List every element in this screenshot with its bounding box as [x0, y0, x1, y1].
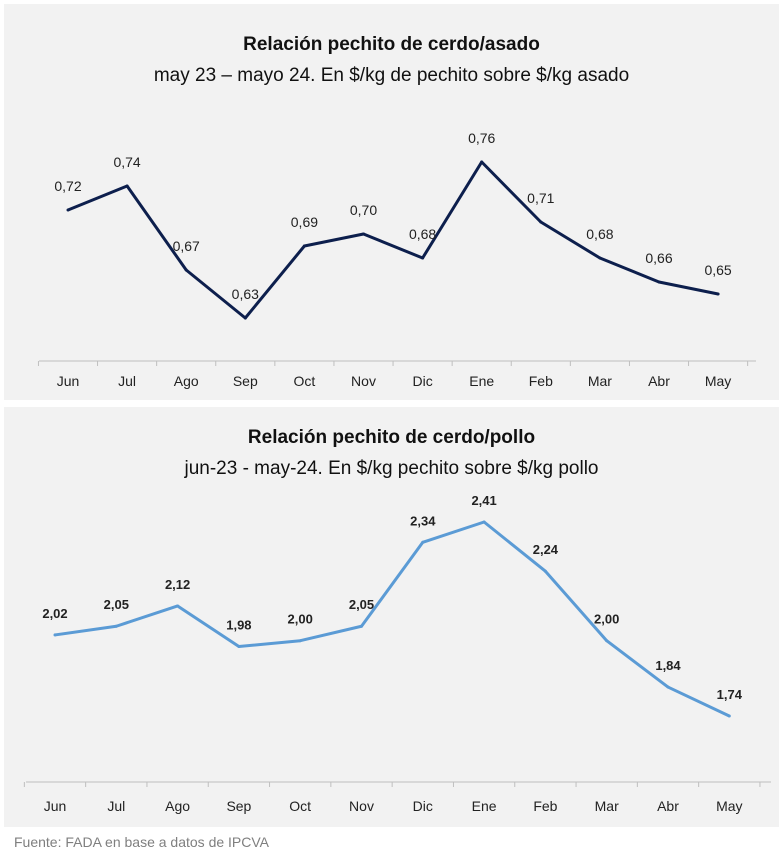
- data-point: [657, 280, 661, 284]
- data-point: [53, 633, 57, 637]
- data-point: [421, 256, 425, 260]
- data-label: 0,68: [409, 226, 436, 242]
- data-point: [598, 256, 602, 260]
- data-label: 2,00: [288, 612, 313, 627]
- x-tick-label: Ene: [469, 373, 494, 389]
- x-tick-label: Abr: [657, 798, 679, 814]
- data-label: 0,69: [291, 214, 318, 230]
- data-point: [302, 244, 306, 248]
- x-tick-label: Ago: [174, 373, 199, 389]
- data-label: 0,67: [173, 238, 200, 254]
- data-point: [605, 639, 609, 643]
- x-tick-label: May: [705, 373, 731, 389]
- data-point: [243, 316, 247, 320]
- x-tick-label: Dic: [412, 373, 432, 389]
- data-label: 1,98: [226, 618, 251, 633]
- data-point: [184, 268, 188, 272]
- chart-panel-pollo: Relación pechito de cerdo/pollo jun-23 -…: [4, 407, 779, 827]
- data-label: 2,05: [104, 597, 129, 612]
- chart-subtitle: may 23 – mayo 24. En $/kg de pechito sob…: [153, 65, 630, 86]
- x-tick-label: Feb: [529, 373, 553, 389]
- data-point: [362, 232, 365, 236]
- x-tick-label: Mar: [588, 373, 612, 389]
- data-label: 0,66: [645, 250, 672, 266]
- data-label: 1,74: [717, 687, 743, 702]
- data-point: [66, 208, 70, 212]
- data-label: 0,65: [704, 262, 731, 278]
- x-tick-label: Feb: [533, 798, 557, 814]
- chart-title: Relación pechito de cerdo/pollo: [247, 427, 536, 448]
- x-tick-label: Ene: [472, 798, 497, 814]
- data-point: [237, 645, 241, 649]
- x-tick-label: Jul: [118, 373, 136, 389]
- x-tick-label: Sep: [233, 373, 258, 389]
- data-point: [125, 184, 129, 188]
- data-label: 0,74: [113, 154, 140, 170]
- source-note: Fuente: FADA en base a datos de IPCVA: [14, 834, 270, 850]
- data-label: 2,24: [533, 542, 559, 557]
- data-label: 2,41: [471, 493, 496, 508]
- chart-subtitle: jun-23 - may-24. En $/kg pechito sobre $…: [184, 458, 599, 479]
- x-tick-label: Nov: [349, 798, 374, 814]
- x-tick-label: Jun: [57, 373, 80, 389]
- x-tick-label: Jul: [107, 798, 125, 814]
- x-tick-label: Dic: [413, 798, 433, 814]
- x-tick-label: Nov: [351, 373, 376, 389]
- x-tick-label: Mar: [595, 798, 619, 814]
- series-line: [67, 160, 719, 320]
- data-label: 0,71: [527, 190, 554, 206]
- x-tick-label: Oct: [289, 798, 311, 814]
- data-label: 0,72: [54, 178, 81, 194]
- x-tick-label: Jun: [44, 798, 67, 814]
- data-label: 2,05: [349, 597, 374, 612]
- x-tick-label: Ago: [165, 798, 190, 814]
- data-point: [114, 624, 118, 628]
- x-tick-label: Sep: [226, 798, 251, 814]
- data-label: 2,12: [165, 577, 190, 592]
- data-label: 0,70: [350, 202, 377, 218]
- data-point: [298, 639, 302, 643]
- data-label: 2,00: [594, 612, 619, 627]
- line-chart-pollo: Jun Jul Ago Sep Oct Nov Dic Ene Feb Mar Abr May 2,02…: [23, 493, 771, 814]
- data-label: 2,02: [42, 606, 67, 621]
- data-point: [727, 714, 731, 718]
- data-point: [539, 220, 543, 224]
- data-point: [543, 569, 547, 573]
- chart-title: Relación pechito de cerdo/asado: [243, 34, 540, 55]
- chart-panel-asado: Relación pechito de cerdo/asado may 23 –…: [4, 4, 779, 400]
- series-line: [54, 520, 730, 718]
- x-tick-label: Oct: [294, 373, 316, 389]
- data-point: [482, 520, 486, 524]
- data-point: [421, 540, 425, 544]
- line-chart-asado: Jun Jul Ago Sep Oct Nov Dic Ene Feb Mar Abr May 0,72…: [37, 130, 756, 389]
- data-point: [480, 160, 484, 164]
- data-point: [176, 604, 180, 608]
- data-label: 1,84: [655, 658, 681, 673]
- data-label: 2,34: [410, 513, 436, 528]
- data-point: [716, 292, 720, 296]
- x-tick-label: May: [716, 798, 742, 814]
- x-tick-label: Abr: [648, 373, 670, 389]
- data-point: [666, 685, 670, 689]
- data-point: [360, 624, 363, 628]
- data-label: 0,76: [468, 130, 495, 146]
- data-label: 0,68: [586, 226, 613, 242]
- data-label: 0,63: [232, 286, 259, 302]
